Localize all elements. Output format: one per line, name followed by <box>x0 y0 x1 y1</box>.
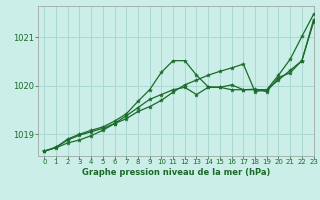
X-axis label: Graphe pression niveau de la mer (hPa): Graphe pression niveau de la mer (hPa) <box>82 168 270 177</box>
